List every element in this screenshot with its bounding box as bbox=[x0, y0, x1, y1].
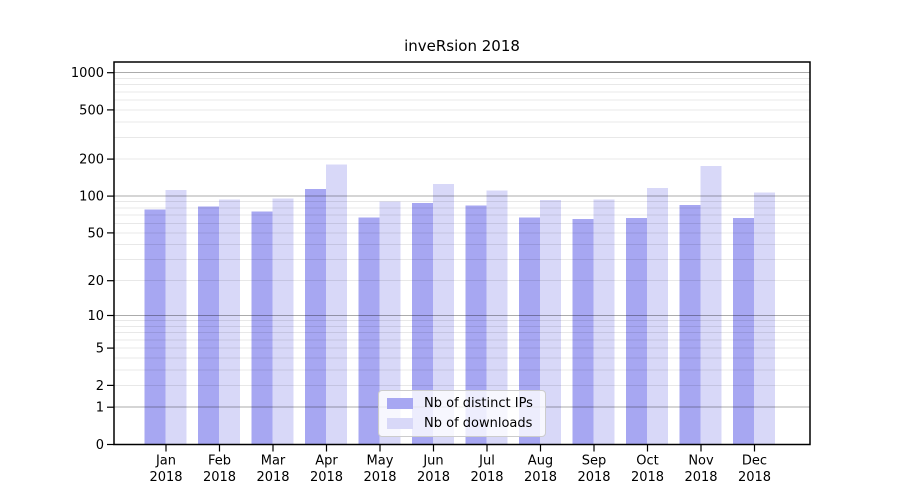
bar-downloads-sep bbox=[593, 199, 615, 445]
y-tick-label: 5 bbox=[96, 342, 104, 357]
bar-distinct-ips-aug bbox=[519, 217, 540, 445]
y-tick-label: 50 bbox=[87, 226, 104, 241]
bar-downloads-jan bbox=[165, 190, 187, 445]
bar-downloads-jun bbox=[433, 184, 454, 445]
bar-downloads-aug bbox=[540, 200, 561, 445]
x-tick-label-month: Apr bbox=[315, 454, 338, 469]
bar-distinct-ips-dec bbox=[733, 218, 754, 445]
x-tick-label-year: 2018 bbox=[470, 470, 503, 485]
bar-distinct-ips-may bbox=[358, 217, 380, 445]
x-tick-label-month: Jan bbox=[155, 454, 176, 469]
x-tick-label-year: 2018 bbox=[631, 470, 664, 485]
x-tick-label-year: 2018 bbox=[203, 470, 236, 485]
chart-legend: Nb of distinct IPs Nb of downloads bbox=[378, 390, 546, 437]
x-tick-label-month: Aug bbox=[528, 454, 553, 469]
y-tick-label: 200 bbox=[79, 153, 104, 168]
bar-downloads-feb bbox=[219, 199, 240, 445]
x-tick-label-month: Nov bbox=[688, 454, 714, 469]
x-tick-label-year: 2018 bbox=[684, 470, 717, 485]
x-tick-label-year: 2018 bbox=[577, 470, 610, 485]
x-tick-label-month: Oct bbox=[636, 454, 658, 469]
x-tick-label-month: Mar bbox=[261, 454, 286, 469]
x-tick-label-month: Jul bbox=[478, 454, 495, 469]
bar-downloads-oct bbox=[647, 187, 668, 445]
chart-title: inveRsion 2018 bbox=[404, 37, 520, 55]
bar-distinct-ips-mar bbox=[251, 211, 273, 445]
bar-distinct-ips-nov bbox=[679, 204, 701, 445]
x-tick-label-year: 2018 bbox=[738, 470, 771, 485]
x-tick-label-year: 2018 bbox=[524, 470, 557, 485]
bar-downloads-jul bbox=[486, 190, 508, 445]
y-tick-label: 0 bbox=[96, 438, 104, 453]
legend-swatch-distinct-ips bbox=[387, 398, 413, 409]
x-tick-label-year: 2018 bbox=[363, 470, 396, 485]
bar-downloads-apr bbox=[326, 164, 347, 445]
bar-distinct-ips-jan bbox=[144, 209, 166, 445]
bar-distinct-ips-oct bbox=[626, 218, 647, 445]
legend-swatch-downloads bbox=[387, 418, 413, 429]
y-tick-label: 100 bbox=[79, 190, 104, 205]
bar-downloads-mar bbox=[272, 198, 294, 445]
x-tick-label-month: Sep bbox=[582, 454, 607, 469]
legend-label-downloads: Nb of downloads bbox=[424, 416, 533, 431]
bar-distinct-ips-sep bbox=[572, 219, 594, 445]
x-tick-label-year: 2018 bbox=[310, 470, 343, 485]
bar-distinct-ips-apr bbox=[305, 189, 326, 445]
x-tick-label-month: Jun bbox=[422, 454, 443, 469]
x-tick-label-month: Dec bbox=[742, 454, 767, 469]
y-tick-label: 1000 bbox=[71, 66, 104, 81]
x-tick-label-year: 2018 bbox=[417, 470, 450, 485]
legend-item-distinct-ips: Nb of distinct IPs bbox=[387, 396, 545, 411]
bar-downloads-may bbox=[379, 201, 401, 445]
legend-label-distinct-ips: Nb of distinct IPs bbox=[424, 396, 533, 411]
y-tick-label: 10 bbox=[87, 309, 104, 324]
bar-downloads-nov bbox=[700, 166, 722, 445]
bar-downloads-dec bbox=[754, 192, 775, 445]
y-tick-label: 20 bbox=[87, 274, 104, 289]
plot-border bbox=[113, 61, 811, 446]
x-tick-label-year: 2018 bbox=[149, 470, 182, 485]
y-tick-label: 2 bbox=[96, 379, 104, 394]
x-tick-label-year: 2018 bbox=[256, 470, 289, 485]
bar-distinct-ips-feb bbox=[198, 206, 219, 445]
x-tick-label-month: Feb bbox=[208, 454, 231, 469]
y-tick-label: 1 bbox=[96, 401, 104, 416]
y-tick-label: 500 bbox=[79, 103, 104, 118]
legend-item-downloads: Nb of downloads bbox=[387, 416, 545, 431]
bar-distinct-ips-jun bbox=[412, 202, 433, 445]
bar-distinct-ips-jul bbox=[465, 205, 487, 445]
x-tick-label-month: May bbox=[367, 454, 394, 469]
